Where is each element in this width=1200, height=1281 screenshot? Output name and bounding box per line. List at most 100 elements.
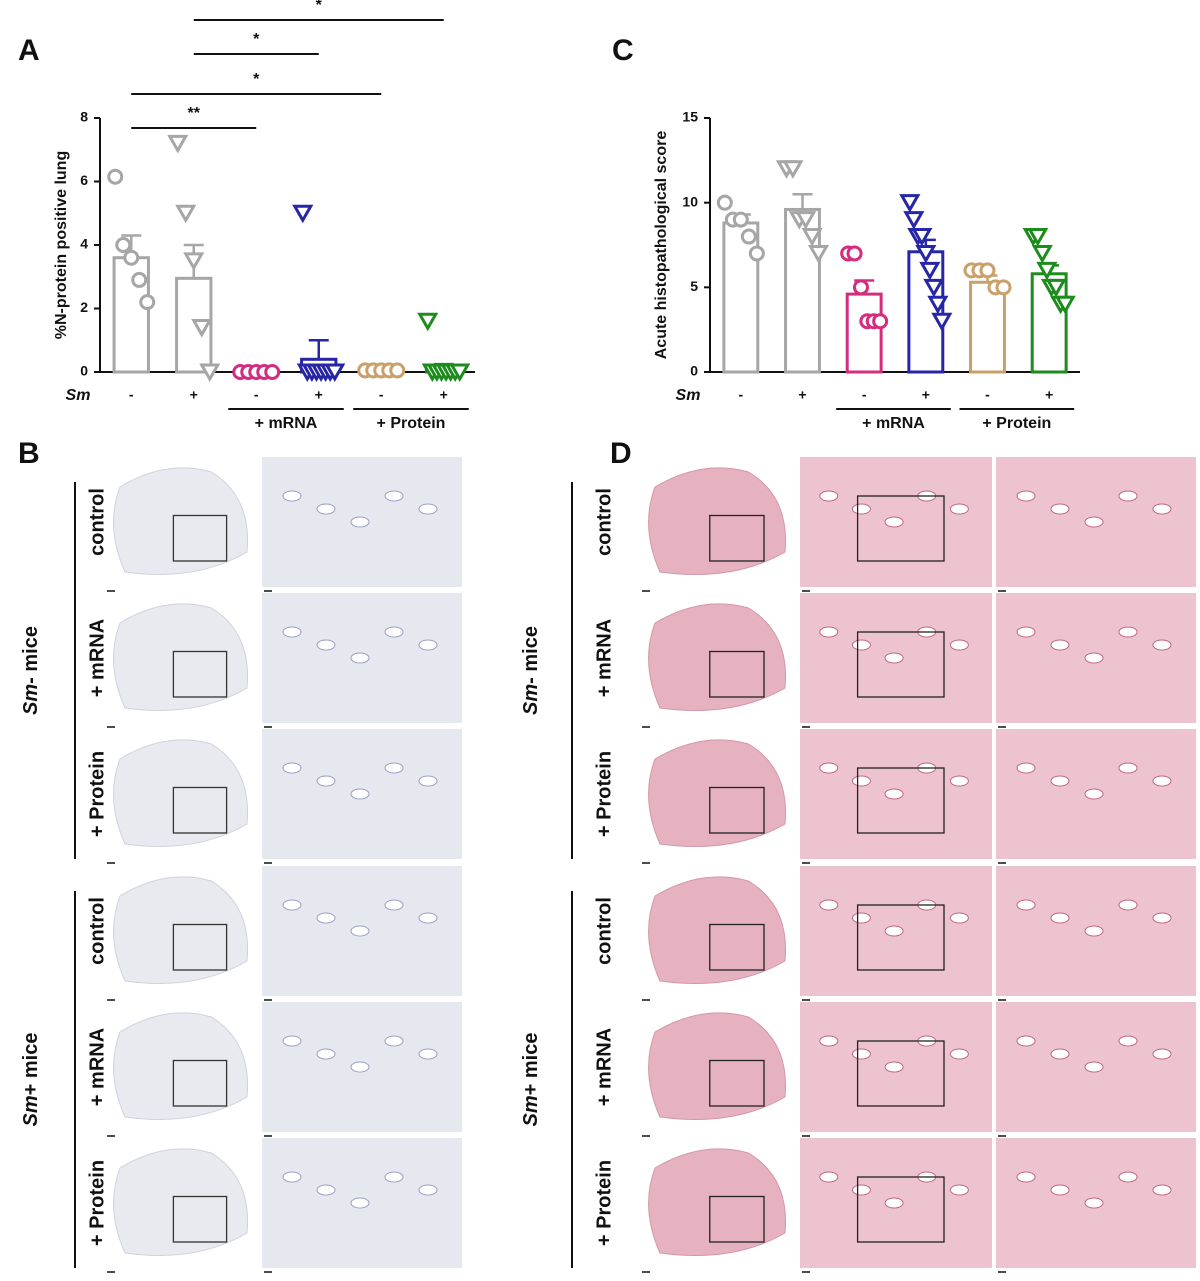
zoom-box (856, 904, 945, 971)
y-tick-label: 8 (80, 109, 88, 125)
data-point (167, 134, 189, 154)
airway (884, 788, 904, 800)
airway (350, 1061, 370, 1073)
group-label: Sm- mice (520, 626, 542, 715)
airway (350, 1197, 370, 1209)
data-point (1045, 278, 1067, 298)
airway (1084, 1061, 1104, 1073)
x-tick-label: + (922, 387, 930, 403)
x-tick-label: - (379, 387, 384, 403)
zoom-box (856, 631, 945, 698)
airway (1016, 1035, 1036, 1047)
airway (316, 1048, 336, 1060)
row-label: + mRNA (593, 1028, 615, 1106)
data-point (979, 262, 996, 279)
row-label: control (593, 897, 615, 965)
lung-section (648, 1148, 787, 1256)
y-tick-label: 2 (80, 299, 88, 315)
data-point (846, 245, 863, 262)
x-tick-label: - (862, 387, 867, 403)
airway (1084, 516, 1104, 528)
airway (384, 762, 404, 774)
airway (884, 1197, 904, 1209)
row-label: + mRNA (86, 619, 108, 697)
airway (1118, 899, 1138, 911)
lung-section (113, 467, 249, 575)
airway (851, 1048, 871, 1060)
airway (418, 912, 438, 924)
group-label: Sm- mice (20, 626, 42, 715)
group-label-text: + mice (20, 1033, 42, 1096)
x-tick-label: + (190, 387, 198, 403)
zoom-box (856, 495, 945, 562)
data-point (264, 364, 281, 380)
lung-section (113, 603, 249, 711)
airway (1152, 503, 1172, 515)
lung-section (648, 603, 787, 711)
airway (1084, 788, 1104, 800)
airway (1152, 1048, 1172, 1060)
data-point (795, 211, 817, 230)
data-point (1054, 295, 1076, 315)
airway (884, 652, 904, 664)
panel-letter: C (612, 34, 634, 67)
airway (851, 1184, 871, 1196)
significance-label: * (253, 71, 260, 88)
airway (851, 503, 871, 515)
airway (884, 516, 904, 528)
significance-label: * (316, 0, 323, 14)
airway (316, 503, 336, 515)
lung-section (648, 1012, 787, 1120)
significance-label: * (253, 31, 260, 48)
error-bar (308, 339, 329, 360)
data-point (175, 204, 197, 224)
airway (1152, 1184, 1172, 1196)
y-tick-label: 4 (80, 236, 88, 252)
zoom-box (709, 1195, 765, 1243)
row-label: control (86, 897, 108, 965)
bar (722, 221, 760, 374)
data-point (732, 211, 749, 228)
data-point (872, 313, 889, 330)
airway (1118, 626, 1138, 638)
zoom-box (172, 923, 228, 971)
airway (350, 788, 370, 800)
zoom-box (856, 1040, 945, 1107)
lung-section (648, 739, 787, 847)
data-point (911, 228, 933, 247)
airway (1050, 775, 1070, 787)
lung-section (113, 1012, 249, 1120)
x-tick-label: - (254, 387, 259, 403)
group-label-text: - mice (520, 626, 542, 684)
airway (418, 775, 438, 787)
lung-section (648, 467, 787, 575)
airway (282, 490, 302, 502)
group-label: Sm+ mice (20, 1033, 42, 1127)
airway (282, 1035, 302, 1047)
y-axis-label: Acute histopathological score (653, 131, 670, 360)
airway (1152, 639, 1172, 651)
airway (1118, 762, 1138, 774)
airway (851, 775, 871, 787)
x-row-label: Sm (66, 387, 91, 404)
data-point (807, 244, 830, 264)
data-point (716, 194, 733, 211)
airway (418, 503, 438, 515)
x-row-label: Sm (676, 387, 701, 404)
airway (316, 639, 336, 651)
data-point (915, 244, 937, 264)
data-point (107, 168, 124, 185)
group-label: + Protein (982, 415, 1051, 432)
airway (384, 626, 404, 638)
group-label-italic: Sm (520, 1095, 542, 1126)
airway (819, 1171, 839, 1183)
group-label: + mRNA (862, 415, 925, 432)
airway (384, 899, 404, 911)
data-point (852, 279, 869, 296)
data-point (899, 194, 921, 213)
airway (819, 490, 839, 502)
airway (949, 1184, 969, 1196)
airway (884, 1061, 904, 1073)
airway (1050, 639, 1070, 651)
